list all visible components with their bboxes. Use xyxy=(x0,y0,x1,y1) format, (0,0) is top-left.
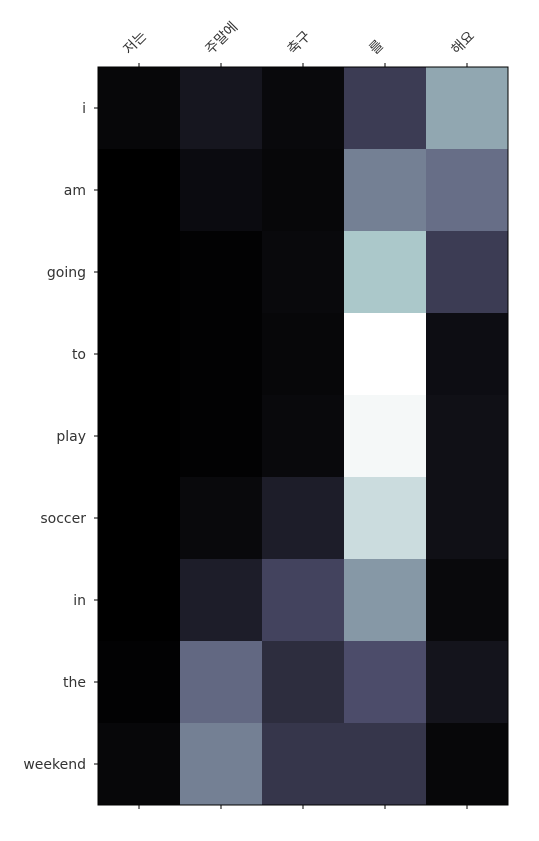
heatmap-cell-soccer-2 xyxy=(180,477,263,560)
y-axis-ticks: i am going to play soccer in the weekend xyxy=(23,101,98,773)
heatmap-cell-soccer-1 xyxy=(98,477,181,560)
x-tick-label-2: 주말에 xyxy=(203,19,242,58)
heatmap-cell-going-5 xyxy=(426,231,509,314)
heatmap-cell-the-4 xyxy=(344,641,427,724)
heatmap-cells xyxy=(98,67,509,806)
heatmap-cell-am-2 xyxy=(180,149,263,232)
heatmap-cell-soccer-4 xyxy=(344,477,427,560)
heatmap-cell-in-3 xyxy=(262,559,345,642)
heatmap-cell-to-2 xyxy=(180,313,263,396)
heatmap-cell-i-5 xyxy=(426,67,509,150)
heatmap-cell-weekend-5 xyxy=(426,723,509,806)
heatmap-cell-in-5 xyxy=(426,559,509,642)
x-tick-label-3: 축구 xyxy=(285,28,315,58)
heatmap-cell-play-1 xyxy=(98,395,181,478)
heatmap-cell-to-5 xyxy=(426,313,509,396)
y-tick-label-the: the xyxy=(63,675,86,691)
heatmap-cell-the-5 xyxy=(426,641,509,724)
heatmap-cell-to-3 xyxy=(262,313,345,396)
y-tick-label-i: i xyxy=(82,101,86,117)
y-tick-label-going: going xyxy=(47,265,86,281)
heatmap-cell-going-3 xyxy=(262,231,345,314)
heatmap-cell-going-1 xyxy=(98,231,181,314)
heatmap-cell-play-4 xyxy=(344,395,427,478)
heatmap-cell-to-4 xyxy=(344,313,427,396)
heatmap-cell-play-3 xyxy=(262,395,345,478)
heatmap-cell-the-3 xyxy=(262,641,345,724)
x-tick-label-5: 해요 xyxy=(449,28,479,58)
x-tick-label-4: 를 xyxy=(367,37,388,58)
heatmap-cell-soccer-3 xyxy=(262,477,345,560)
heatmap-cell-play-5 xyxy=(426,395,509,478)
heatmap-cell-weekend-1 xyxy=(98,723,181,806)
heatmap-cell-am-5 xyxy=(426,149,509,232)
y-tick-label-to: to xyxy=(72,347,86,363)
heatmap-cell-going-4 xyxy=(344,231,427,314)
heatmap-cell-play-2 xyxy=(180,395,263,478)
heatmap-cell-going-2 xyxy=(180,231,263,314)
heatmap-cell-am-3 xyxy=(262,149,345,232)
heatmap-cell-the-1 xyxy=(98,641,181,724)
heatmap-cell-i-2 xyxy=(180,67,263,150)
heatmap-cell-weekend-3 xyxy=(262,723,345,806)
heatmap-cell-in-4 xyxy=(344,559,427,642)
heatmap-cell-in-1 xyxy=(98,559,181,642)
heatmap-cell-the-2 xyxy=(180,641,263,724)
y-tick-label-am: am xyxy=(64,183,86,199)
x-tick-label-1: 저는 xyxy=(121,28,151,58)
heatmap-cell-i-1 xyxy=(98,67,181,150)
heatmap-cell-am-4 xyxy=(344,149,427,232)
heatmap-cell-weekend-4 xyxy=(344,723,427,806)
heatmap-cell-in-2 xyxy=(180,559,263,642)
y-tick-label-in: in xyxy=(73,593,86,609)
heatmap-cell-i-4 xyxy=(344,67,427,150)
heatmap-cell-to-1 xyxy=(98,313,181,396)
heatmap-cell-weekend-2 xyxy=(180,723,263,806)
heatmap-cell-i-3 xyxy=(262,67,345,150)
y-tick-label-soccer: soccer xyxy=(40,511,86,527)
heatmap-cell-am-1 xyxy=(98,149,181,232)
y-tick-label-weekend: weekend xyxy=(23,757,86,773)
heatmap-cell-soccer-5 xyxy=(426,477,509,560)
y-tick-label-play: play xyxy=(56,429,86,445)
